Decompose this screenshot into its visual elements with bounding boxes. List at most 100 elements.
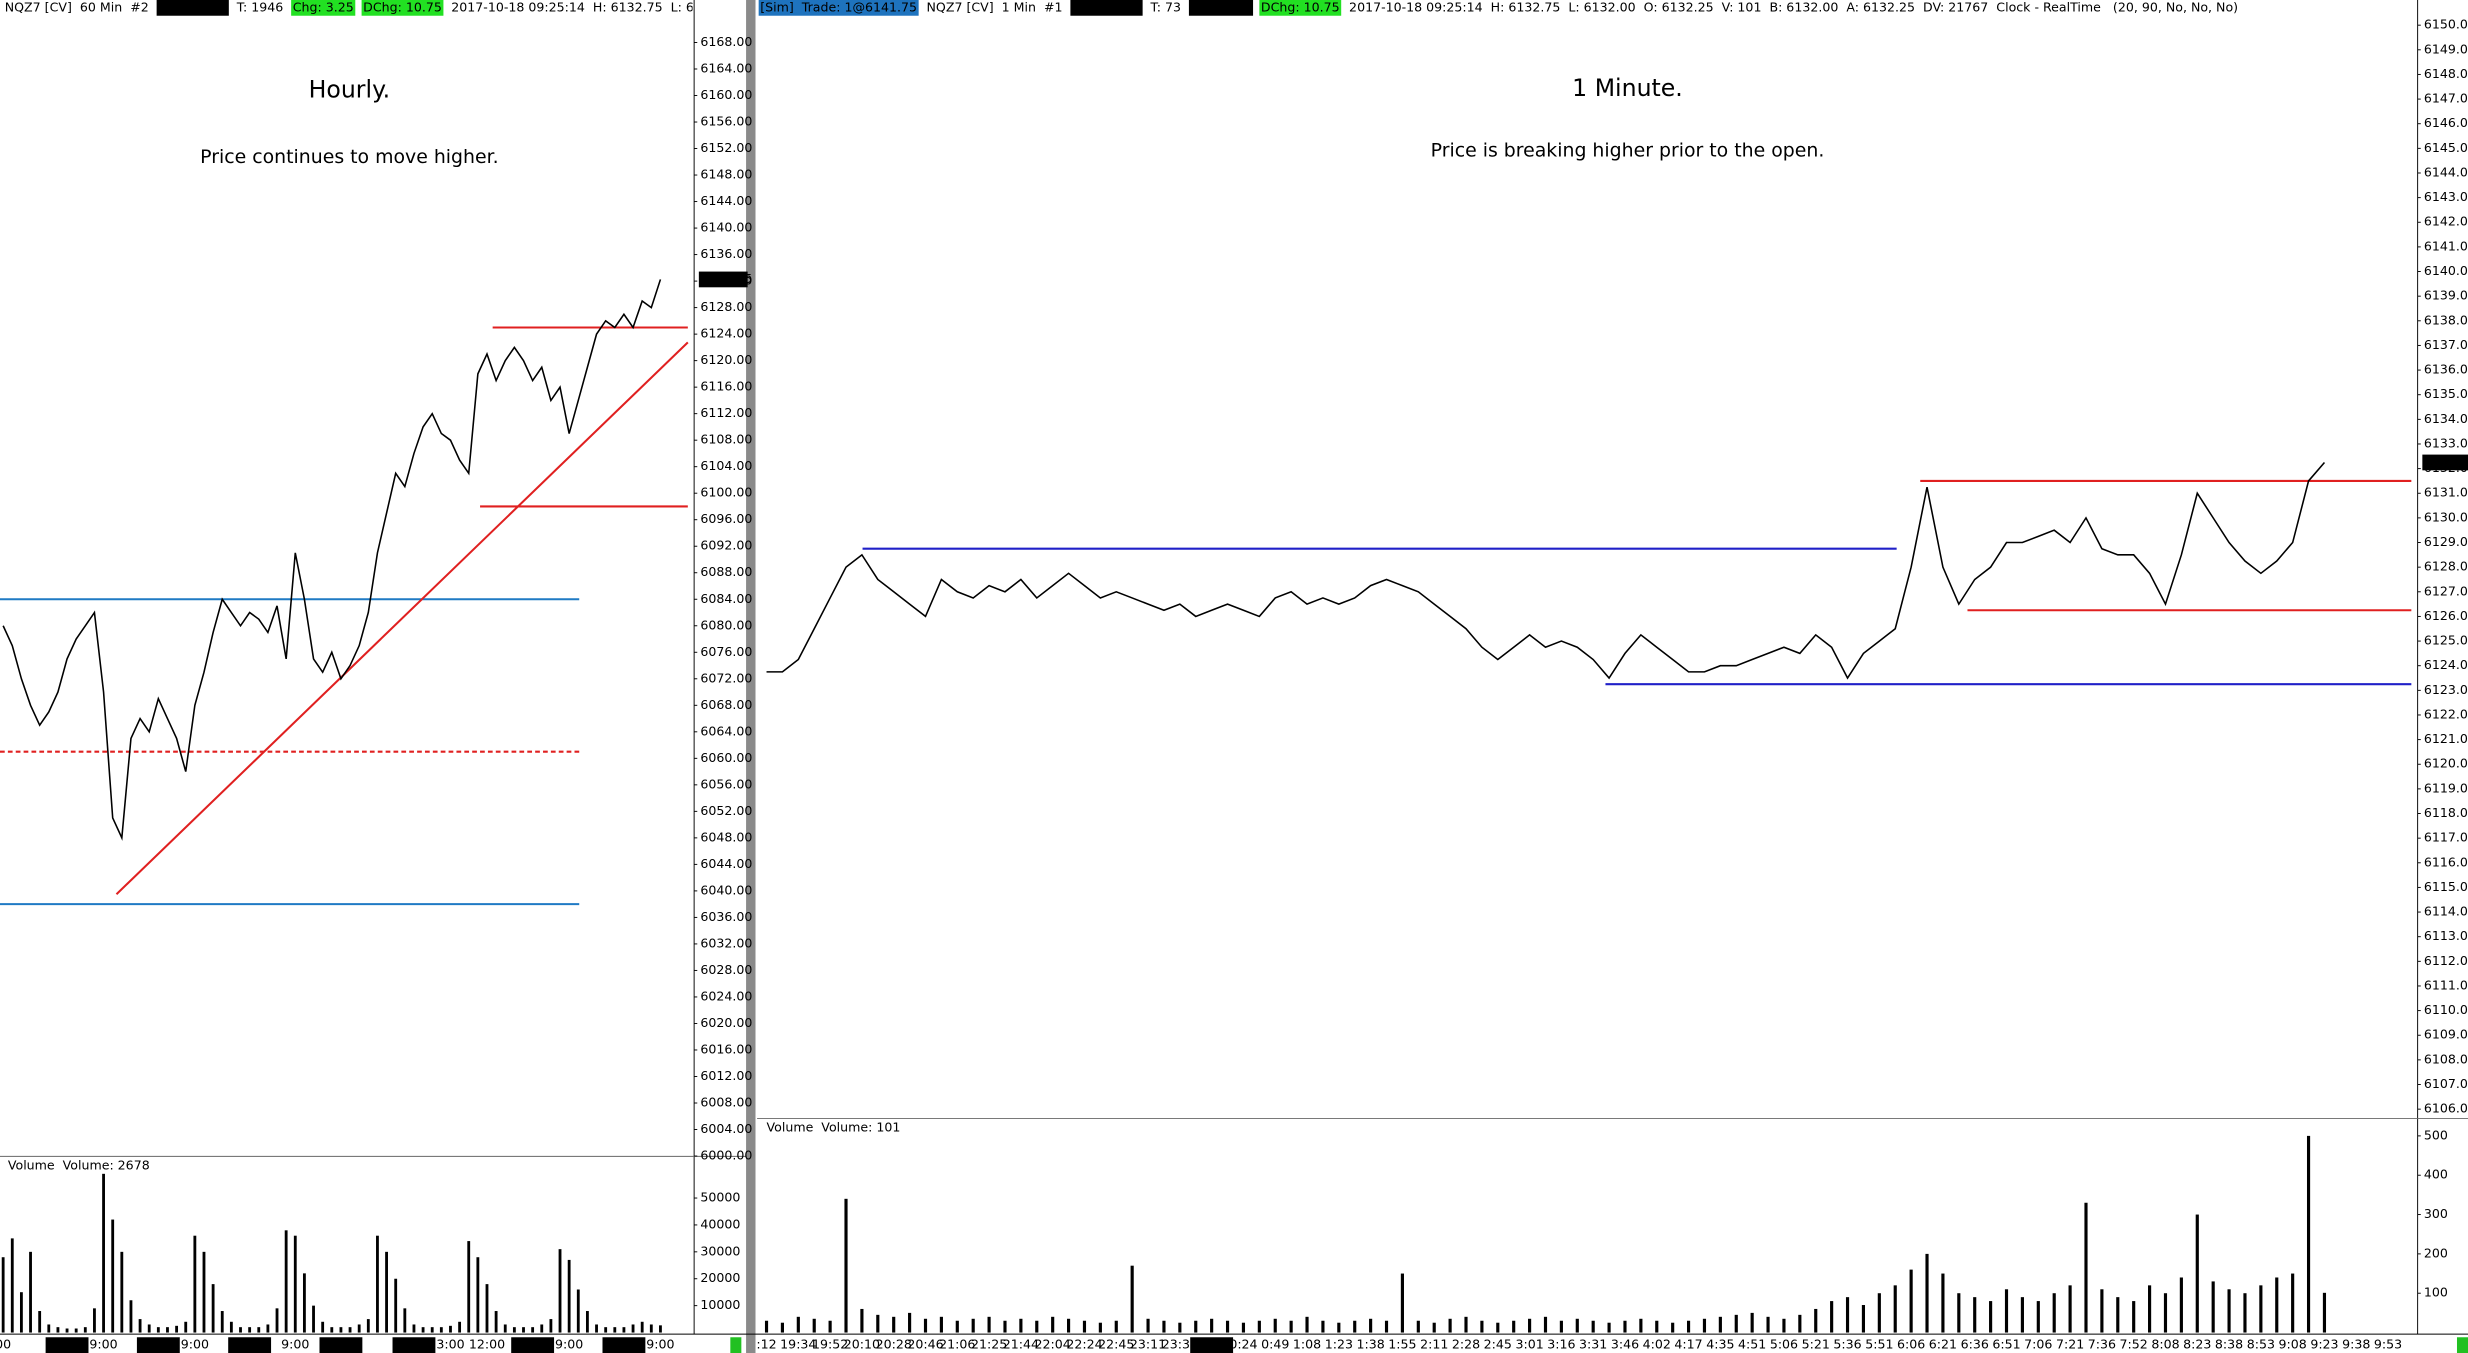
y-tick-label: 6164.00 <box>700 60 752 75</box>
volume-bar <box>339 1327 343 1333</box>
y-tick-label: 6084.00 <box>700 591 752 606</box>
header-text: DChg: 10.75 <box>363 0 442 14</box>
volume-bar <box>302 1273 306 1333</box>
y-tick-label: 6134.00 <box>2424 411 2468 426</box>
x-tick-label: 2:45 <box>1484 1337 1512 1352</box>
status-box <box>2456 1337 2468 1353</box>
volume-bar <box>1702 1318 1707 1333</box>
volume-bar <box>2322 1292 2327 1333</box>
y-tick-label: 6116.00 <box>2424 854 2468 869</box>
x-tick-label: 9:00 <box>555 1337 583 1352</box>
volume-bar <box>512 1327 516 1333</box>
y-tick-label: 6106.00 <box>2424 1101 2468 1116</box>
volume-bar <box>449 1325 452 1333</box>
x-tick-label: 7:06 <box>2024 1337 2052 1352</box>
y-tick-label: 6152.00 <box>700 140 752 155</box>
volume-bar <box>403 1308 407 1333</box>
x-tick-label: 7:36 <box>2088 1337 2116 1352</box>
x-tick-label: 1:38 <box>1356 1337 1384 1352</box>
volume-bar <box>1607 1322 1611 1333</box>
volume-bar <box>138 1319 142 1333</box>
header-badge <box>156 0 229 16</box>
y-tick-label: 6096.00 <box>700 511 752 526</box>
volume-bar <box>2306 1135 2311 1333</box>
y-tick-label: 6052.00 <box>700 803 752 818</box>
y-tick-label: 6000.00 <box>700 1148 752 1163</box>
volume-bar <box>1114 1320 1118 1333</box>
volume-bar <box>293 1235 297 1333</box>
y-tick-label: 6109.00 <box>2424 1027 2468 1042</box>
date-badge <box>1190 1337 1234 1353</box>
volume-bar <box>1035 1320 1039 1333</box>
volume-bar <box>1861 1305 1866 1333</box>
volume-bar <box>248 1327 252 1333</box>
volume-bar <box>812 1318 816 1333</box>
y-tick-label: 6118.00 <box>2424 805 2468 820</box>
x-tick-label: 3:01 <box>1515 1337 1543 1352</box>
volume-bar <box>29 1251 32 1333</box>
volume-bar <box>394 1278 398 1333</box>
volume-bar <box>1989 1301 1993 1333</box>
y-tick-label: 6080.00 <box>700 617 752 632</box>
volume-bar <box>1575 1318 1579 1333</box>
volume-bar <box>923 1318 928 1333</box>
volume-bar <box>939 1316 943 1333</box>
volume-bar <box>1210 1318 1214 1333</box>
last-price-box <box>698 271 748 288</box>
y-tick-label: 400 <box>2424 1167 2448 1182</box>
y-tick-label: 6048.00 <box>700 829 752 844</box>
volume-bar <box>357 1324 361 1333</box>
volume-bar <box>430 1327 434 1333</box>
pane-title: Hourly. <box>309 76 391 104</box>
header-text: [Sim] Trade: 1@6141.75 <box>760 0 917 14</box>
volume-bar <box>531 1327 535 1333</box>
y-tick-label: 6004.00 <box>700 1121 752 1136</box>
header-bar: NQZ7 [CV] 60 Min #2 C: 6132.25 T: 1946 Chg:… <box>5 0 693 16</box>
x-tick-label: 8:53 <box>2247 1337 2275 1352</box>
volume-label: Volume Volume: 2678 <box>8 1157 150 1172</box>
y-tick-label: 6131.00 <box>2424 485 2468 500</box>
date-badge <box>511 1337 555 1353</box>
volume-bar <box>1845 1297 1850 1333</box>
y-tick-label: 6137.00 <box>2424 337 2468 352</box>
volume-bar <box>1067 1318 1071 1333</box>
y-tick-label: 6141.00 <box>2424 238 2468 253</box>
volume-bar <box>955 1320 959 1333</box>
volume-bar <box>1369 1318 1373 1333</box>
volume-bar <box>220 1311 224 1333</box>
volume-bar <box>1194 1320 1198 1333</box>
date-badge <box>136 1337 180 1353</box>
volume-bar <box>348 1327 352 1333</box>
header-text: NQZ7 [CV] 1 Min #1 <box>927 0 1063 14</box>
volume-bar <box>1321 1320 1325 1333</box>
volume-bar <box>522 1327 525 1333</box>
y-tick-label: 6124.00 <box>2424 657 2468 672</box>
volume-bar <box>321 1321 325 1333</box>
volume-bar <box>1273 1318 1277 1333</box>
volume-bar <box>1464 1316 1468 1333</box>
volume-bar <box>1480 1320 1484 1333</box>
y-tick-label: 6148.00 <box>700 167 752 182</box>
volume-bar <box>275 1308 279 1333</box>
y-tick-label: 6068.00 <box>700 697 752 712</box>
volume-bar <box>1496 1322 1500 1333</box>
x-tick-label: :12 <box>756 1337 776 1352</box>
volume-bar <box>1416 1320 1420 1333</box>
volume-bar <box>111 1219 115 1333</box>
volume-bar <box>2084 1202 2088 1333</box>
volume-bar <box>74 1328 78 1333</box>
volume-bar <box>312 1305 315 1333</box>
y-tick-label: 6056.00 <box>700 776 752 791</box>
volume-bar <box>1353 1320 1357 1333</box>
x-tick-label: 10-18 <box>1193 1337 1230 1352</box>
volume-bar <box>764 1320 769 1333</box>
volume-bar <box>1814 1308 1818 1333</box>
volume-bar <box>567 1259 571 1333</box>
y-tick-label: 6124.00 <box>700 326 752 341</box>
volume-bar <box>284 1230 288 1333</box>
volume-bar <box>1750 1312 1754 1333</box>
x-tick-label: 12:00 <box>469 1337 505 1352</box>
volume-bar <box>1051 1316 1055 1333</box>
volume-bar <box>2163 1293 2168 1333</box>
